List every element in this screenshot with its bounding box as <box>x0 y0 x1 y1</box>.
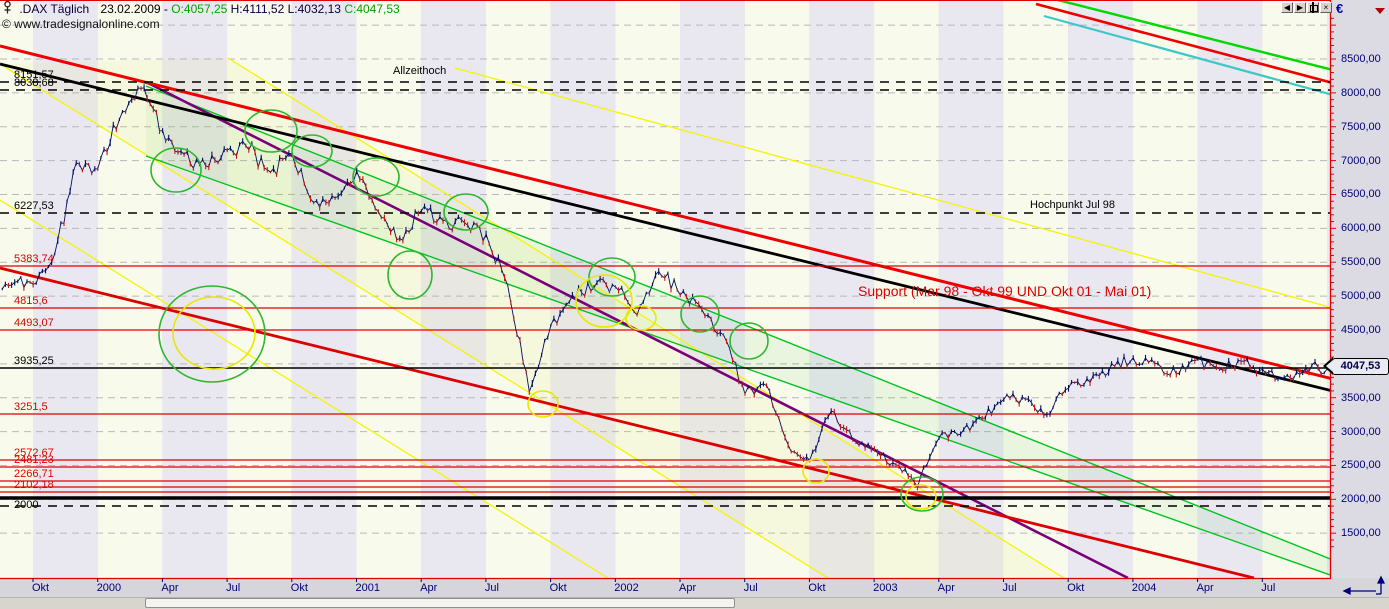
annotation-high-jul98: Hochpunkt Jul 98 <box>1030 199 1115 211</box>
green-marker-circle <box>588 257 636 297</box>
trendline <box>0 199 609 578</box>
background-stripe <box>550 0 616 578</box>
chart-title-bar: .DAX Täglich 23.02.2009 - O:4057,25 H:41… <box>3 0 400 17</box>
copyright-label: © www.tradesignalonline.com <box>2 17 160 31</box>
background-stripe <box>1068 0 1133 578</box>
currency-axis-label[interactable]: € <box>1336 1 1344 16</box>
background-stripe <box>485 0 551 578</box>
annotation-alltime-high: Allzeithoch <box>393 65 447 77</box>
quote-date: 23.02.2009 <box>100 2 161 16</box>
yellow-marker-circle <box>575 274 633 328</box>
green-marker-circle <box>680 295 720 333</box>
trendline <box>0 62 1331 392</box>
yellow-marker-circle <box>625 305 657 331</box>
background-stripe <box>1327 0 1331 578</box>
green-marker-circle <box>158 285 266 383</box>
yellow-marker-circle <box>905 484 937 510</box>
scroll-left-button[interactable]: ◀ <box>1281 2 1293 13</box>
channel-fill <box>0 58 1064 578</box>
trendline <box>145 155 1331 577</box>
background-stripe <box>356 0 422 578</box>
green-marker-circle <box>443 193 489 231</box>
time-axis-bg <box>0 578 1389 597</box>
background-stripe <box>744 0 810 578</box>
pan-arrows-icon <box>1342 575 1386 596</box>
background-stripe <box>1262 0 1327 578</box>
green-marker-circle <box>729 322 769 360</box>
green-marker-circle <box>387 250 433 300</box>
quote-open: O:4057,25 <box>171 2 228 16</box>
price-down-bars <box>7 86 1322 491</box>
close-window-button[interactable]: × <box>1320 2 1332 13</box>
yellow-marker-circle <box>172 296 256 370</box>
quote-close: C:4047,53 <box>344 2 400 16</box>
background-stripe <box>1003 0 1069 578</box>
price-up-bars <box>1 84 1328 479</box>
background-stripe <box>680 0 745 578</box>
background-stripe <box>1197 0 1263 578</box>
background-stripe <box>227 0 292 578</box>
plot-layers <box>0 0 1331 578</box>
trendline <box>0 44 1331 381</box>
yellow-marker-circle <box>527 390 559 418</box>
annotation-support: Support (Mar 98 - Okt 99 UND Okt 01 - Ma… <box>858 283 1152 299</box>
trendline <box>0 266 1255 578</box>
price-axis-bg <box>1331 0 1389 578</box>
trendline <box>1052 0 1331 71</box>
chart-pin-icon[interactable] <box>3 0 12 17</box>
last-price-tag: 4047,53 <box>1332 358 1389 375</box>
yellow-marker-circle <box>802 458 830 484</box>
trendline <box>227 57 1065 578</box>
restore-window-button[interactable] <box>1307 2 1319 13</box>
trendline <box>1035 2 1331 84</box>
horizontal-scrollbar-thumb[interactable] <box>145 598 735 608</box>
trendline <box>454 67 1331 309</box>
symbol-title: .DAX Täglich <box>19 2 90 16</box>
green-marker-circle <box>291 134 333 168</box>
background-stripe <box>615 0 680 578</box>
channel-fill <box>146 86 1331 576</box>
scroll-right-button[interactable]: ▶ <box>1294 2 1306 13</box>
green-marker-circle <box>352 157 400 197</box>
restore-icon <box>1312 2 1314 13</box>
background-stripe <box>291 0 357 578</box>
window-controls: ◀ ▶ × <box>1281 2 1332 13</box>
axis-dropdown-caret-icon[interactable] <box>1375 8 1385 14</box>
green-marker-circle <box>150 147 202 193</box>
background-stripe <box>1132 0 1198 578</box>
green-marker-circle <box>900 476 944 512</box>
quote-low: L:4032,13 <box>287 2 341 16</box>
quote-high: H:4111,52 <box>230 2 285 16</box>
price-tag-arrow-fill <box>1326 360 1333 372</box>
green-marker-circle <box>244 109 298 153</box>
title-separator: - <box>163 2 168 16</box>
